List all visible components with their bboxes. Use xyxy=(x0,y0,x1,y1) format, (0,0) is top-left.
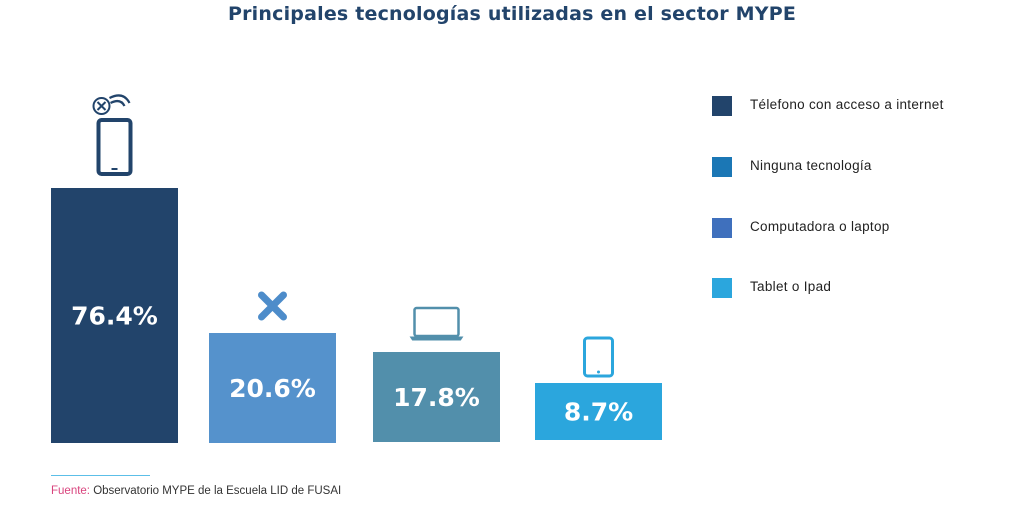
data-label-computer: 17.8% xyxy=(393,383,480,412)
legend-swatch xyxy=(712,278,732,298)
bar-chart: 76.4% 20.6% 17.8% 8.7% xyxy=(51,94,662,443)
data-label-tablet: 8.7% xyxy=(564,398,633,427)
legend-label: Ninguna tecnología xyxy=(750,158,872,173)
legend-label: Computadora o laptop xyxy=(750,219,890,234)
legend-label: Télefono con acceso a internet xyxy=(750,97,944,112)
source-text: Observatorio MYPE de la Escuela LID de F… xyxy=(90,485,342,497)
bar-group-tablet: 8.7% xyxy=(535,336,662,440)
chart-title: Principales tecnologías utilizadas en el… xyxy=(227,3,797,25)
bar-none xyxy=(209,333,336,443)
x-icon xyxy=(258,291,287,321)
source-note: Fuente: Observatorio MYPE de la Escuela … xyxy=(51,485,341,497)
data-label-none: 20.6% xyxy=(229,374,316,403)
legend-swatch xyxy=(712,157,732,177)
smartphone-no-signal-icon xyxy=(92,94,133,176)
bar-group-none: 20.6% xyxy=(209,291,336,443)
footer-divider xyxy=(51,475,150,476)
legend-swatch xyxy=(712,96,732,116)
source-label: Fuente: xyxy=(51,485,90,497)
bar-computer xyxy=(373,352,500,442)
laptop-icon xyxy=(409,306,464,341)
tablet-icon xyxy=(583,336,614,378)
bar-phone xyxy=(51,188,178,443)
data-label-phone: 76.4% xyxy=(71,302,158,331)
legend-label: Tablet o Ipad xyxy=(750,279,832,294)
bar-tablet xyxy=(535,383,662,440)
legend-swatch xyxy=(712,218,732,238)
bar-group-phone: 76.4% xyxy=(51,94,178,443)
bar-group-computer: 17.8% xyxy=(373,306,500,442)
